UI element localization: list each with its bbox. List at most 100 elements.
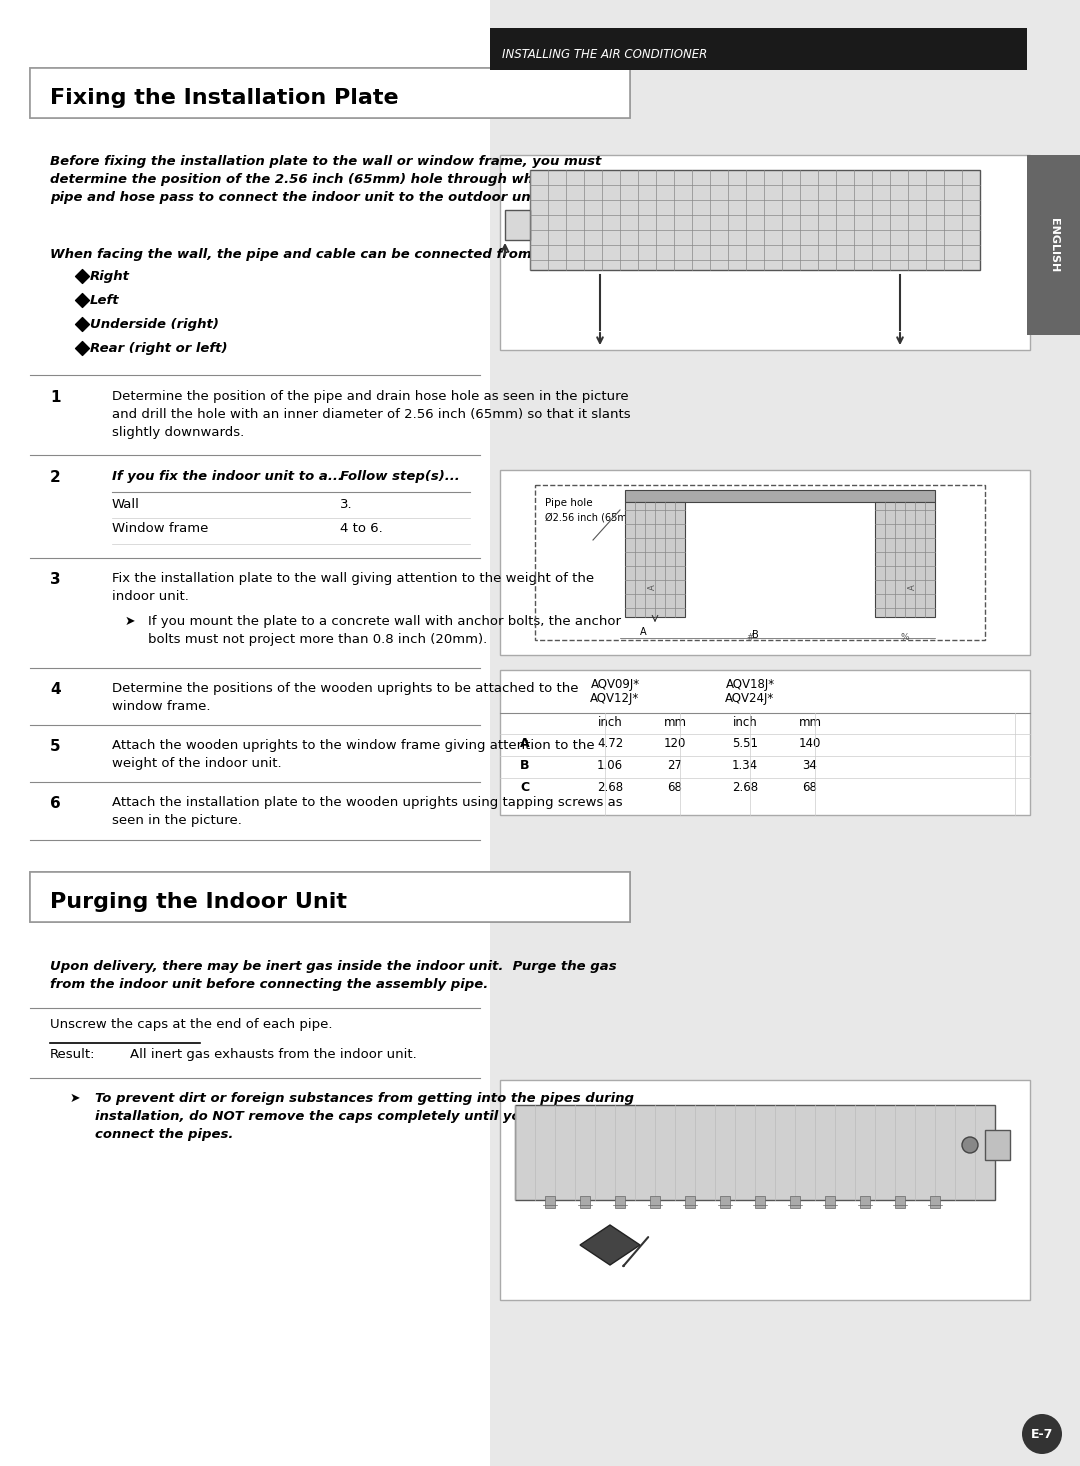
Point	[73, 289, 91, 312]
Bar	[30, 67, 630, 117]
Text: 120: 120	[664, 737, 686, 751]
Bar	[1027, 155, 1080, 336]
Text: AQV24J*: AQV24J*	[726, 692, 774, 705]
Bar	[615, 1196, 625, 1208]
Text: 140: 140	[799, 737, 821, 751]
Bar	[895, 1196, 905, 1208]
Text: 2: 2	[50, 471, 60, 485]
Text: Left: Left	[90, 295, 120, 306]
Bar	[490, 28, 1027, 70]
Text: 34: 34	[802, 759, 818, 773]
Bar	[530, 170, 980, 270]
Text: Underside (right): Underside (right)	[90, 318, 219, 331]
Text: 68: 68	[667, 781, 683, 795]
Bar	[860, 1196, 870, 1208]
Text: Before fixing the installation plate to the wall or window frame, you must
deter: Before fixing the installation plate to …	[50, 155, 634, 204]
Bar	[505, 210, 530, 240]
Bar	[650, 1196, 660, 1208]
Text: Upon delivery, there may be inert gas inside the indoor unit.  Purge the gas
fro: Upon delivery, there may be inert gas in…	[50, 960, 617, 991]
Text: inch: inch	[597, 715, 622, 729]
Text: Follow step(s)...: Follow step(s)...	[340, 471, 460, 482]
Bar	[930, 1196, 940, 1208]
Point	[73, 336, 91, 359]
Text: If you fix the indoor unit to a...: If you fix the indoor unit to a...	[112, 471, 342, 482]
Text: Rear (right or left): Rear (right or left)	[90, 342, 228, 355]
Text: Determine the position of the pipe and drain hose hole as seen in the picture
an: Determine the position of the pipe and d…	[112, 390, 631, 438]
Text: Determine the positions of the wooden uprights to be attached to the
window fram: Determine the positions of the wooden up…	[112, 682, 579, 712]
Bar	[789, 1196, 800, 1208]
Text: B: B	[519, 759, 529, 773]
Text: 4 to 6.: 4 to 6.	[340, 522, 382, 535]
Text: ➤: ➤	[70, 1092, 81, 1105]
Text: %: %	[901, 633, 909, 642]
Text: 2.68: 2.68	[732, 781, 758, 795]
Bar	[720, 1196, 730, 1208]
Point	[73, 264, 91, 287]
Bar	[545, 1196, 555, 1208]
Bar	[500, 155, 1030, 350]
Bar	[30, 872, 630, 922]
Text: 5.51: 5.51	[732, 737, 758, 751]
Bar	[625, 501, 685, 617]
Bar	[685, 1196, 696, 1208]
Circle shape	[1022, 1415, 1062, 1454]
Text: Ø2.56 inch (65mm): Ø2.56 inch (65mm)	[545, 512, 640, 522]
Text: Fixing the Installation Plate: Fixing the Installation Plate	[50, 88, 399, 108]
Text: A: A	[648, 585, 657, 589]
Text: AQV09J*: AQV09J*	[591, 677, 639, 690]
Text: 5: 5	[50, 739, 60, 754]
Text: If you mount the plate to a concrete wall with anchor bolts, the anchor
bolts mu: If you mount the plate to a concrete wal…	[148, 616, 621, 647]
Text: 1.34: 1.34	[732, 759, 758, 773]
Text: 2.68: 2.68	[597, 781, 623, 795]
Text: Fix the installation plate to the wall giving attention to the weight of the
ind: Fix the installation plate to the wall g…	[112, 572, 594, 603]
Text: 4.72: 4.72	[597, 737, 623, 751]
Text: A: A	[640, 627, 647, 638]
Text: Window frame: Window frame	[112, 522, 208, 535]
Text: Unscrew the caps at the end of each pipe.: Unscrew the caps at the end of each pipe…	[50, 1017, 333, 1031]
Text: A: A	[519, 737, 529, 751]
Bar	[755, 1196, 765, 1208]
Polygon shape	[580, 1226, 640, 1265]
Bar	[500, 1080, 1030, 1300]
Bar	[625, 490, 935, 501]
Text: Purging the Indoor Unit: Purging the Indoor Unit	[50, 891, 347, 912]
Text: mm: mm	[663, 715, 687, 729]
Text: 4: 4	[50, 682, 60, 696]
Bar	[580, 1196, 590, 1208]
Bar	[30, 67, 630, 117]
Text: inch: inch	[732, 715, 757, 729]
Text: To prevent dirt or foreign substances from getting into the pipes during
install: To prevent dirt or foreign substances fr…	[95, 1092, 634, 1141]
Bar	[985, 1130, 1010, 1160]
Text: Right: Right	[90, 270, 130, 283]
Text: 27: 27	[667, 759, 683, 773]
Bar	[500, 670, 1030, 815]
Text: B: B	[752, 630, 758, 641]
Text: 3: 3	[50, 572, 60, 586]
Text: Wall: Wall	[112, 498, 140, 512]
Text: ➤: ➤	[125, 616, 135, 627]
Text: A: A	[908, 585, 917, 589]
Text: Attach the installation plate to the wooden uprights using tapping screws as
see: Attach the installation plate to the woo…	[112, 796, 623, 827]
Text: 1.06: 1.06	[597, 759, 623, 773]
Bar	[875, 501, 935, 617]
Bar	[825, 1196, 835, 1208]
Bar	[500, 471, 1030, 655]
Text: ENGLISH: ENGLISH	[1049, 218, 1059, 273]
Text: INSTALLING THE AIR CONDITIONER: INSTALLING THE AIR CONDITIONER	[502, 48, 707, 62]
Text: Pipe hole: Pipe hole	[545, 498, 593, 509]
Circle shape	[962, 1138, 978, 1152]
Text: 6: 6	[50, 796, 60, 811]
Point	[73, 312, 91, 336]
Bar	[490, 0, 1080, 1466]
Text: AQV18J*: AQV18J*	[726, 677, 774, 690]
Text: Attach the wooden uprights to the window frame giving attention to the
weight of: Attach the wooden uprights to the window…	[112, 739, 595, 770]
Text: E-7: E-7	[1030, 1428, 1053, 1441]
Text: C: C	[519, 781, 529, 795]
Bar	[515, 1105, 995, 1201]
Bar	[30, 872, 630, 922]
Text: 68: 68	[802, 781, 818, 795]
Text: #: #	[746, 633, 754, 642]
Text: AQV12J*: AQV12J*	[591, 692, 639, 705]
Text: 3.: 3.	[340, 498, 353, 512]
Text: All inert gas exhausts from the indoor unit.: All inert gas exhausts from the indoor u…	[130, 1048, 417, 1061]
